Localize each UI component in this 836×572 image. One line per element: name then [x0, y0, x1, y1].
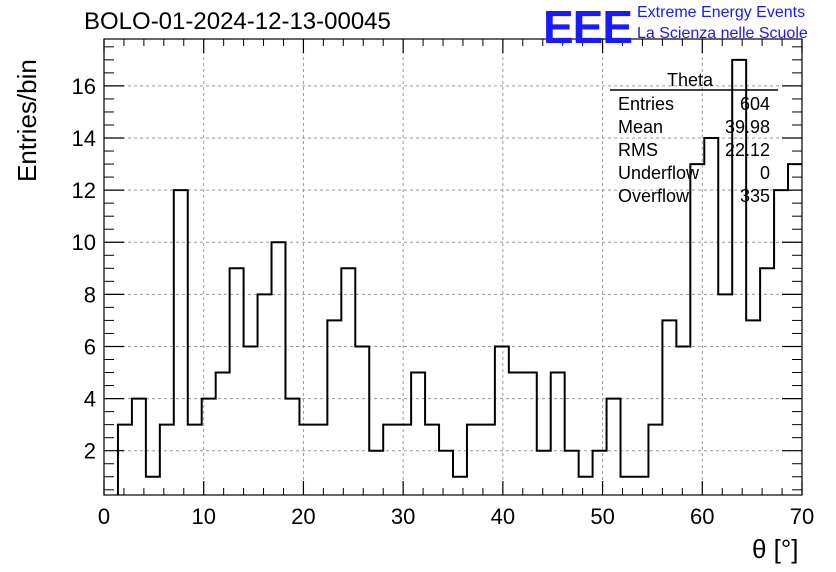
- y-tick-label: 4: [84, 387, 96, 412]
- x-axis-label: θ [°]: [752, 534, 799, 564]
- stats-value-underflow: 0: [759, 163, 770, 183]
- x-tick-label: 60: [690, 504, 714, 529]
- x-tick-label: 20: [291, 504, 315, 529]
- axis-ticks: 0 10 20 30 40 50 60 70 2 4 6 8 10 12 14 16: [72, 39, 814, 529]
- y-tick-label: 10: [72, 230, 96, 255]
- eee-logo: EEE: [543, 1, 633, 53]
- run-title: BOLO-01-2024-12-13-00045: [84, 8, 391, 35]
- stats-label-underflow: Underflow: [618, 163, 700, 183]
- stats-label-overflow: Overflow: [618, 186, 690, 206]
- stats-label-mean: Mean: [618, 117, 664, 137]
- plot-frame: [103, 38, 803, 496]
- x-tick-label: 50: [590, 504, 614, 529]
- stats-value-overflow: 335: [739, 186, 770, 206]
- x-tick-label: 70: [790, 504, 814, 529]
- grid-lines: [104, 39, 802, 495]
- y-tick-label: 2: [84, 439, 96, 464]
- stats-label-entries: Entries: [618, 94, 675, 114]
- y-tick-label: 8: [84, 282, 96, 307]
- stats-title: Theta: [667, 70, 714, 90]
- y-tick-label: 14: [72, 126, 96, 151]
- stats-value-rms: 22.12: [724, 140, 770, 160]
- histogram-step-line: [116, 58, 802, 495]
- x-tick-label: 0: [98, 504, 110, 529]
- eee-logo-line1: Extreme Energy Events: [637, 4, 806, 21]
- x-tick-label: 10: [191, 504, 215, 529]
- y-tick-label: 16: [72, 74, 96, 99]
- y-axis-label: Entries/bin: [12, 59, 42, 182]
- eee-logo-line2: La Scienza nelle Scuole: [637, 25, 808, 42]
- y-tick-label: 6: [84, 334, 96, 359]
- stats-value-entries: 604: [739, 94, 770, 114]
- x-tick-label: 30: [391, 504, 415, 529]
- y-tick-label: 12: [72, 178, 96, 203]
- stats-label-rms: RMS: [618, 140, 658, 160]
- stats-value-mean: 39.98: [724, 117, 770, 137]
- x-tick-label: 40: [491, 504, 515, 529]
